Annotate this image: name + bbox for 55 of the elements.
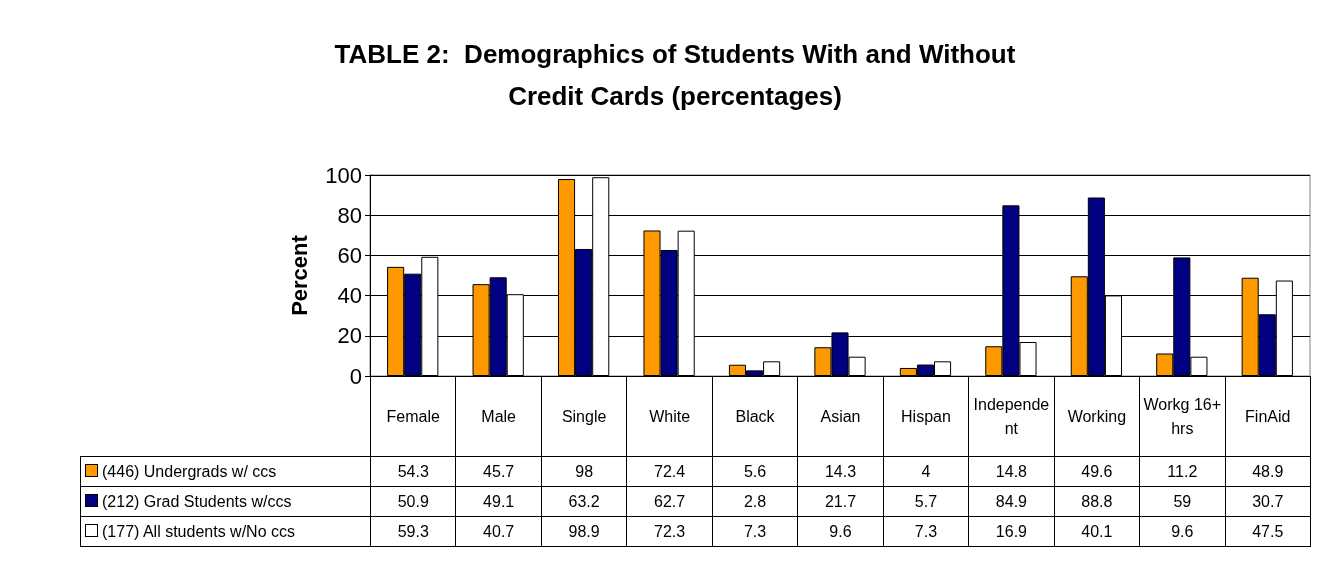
data-label: 9.6 <box>1139 516 1226 547</box>
y-tick-label: 20 <box>337 323 362 349</box>
y-tick-label: 0 <box>349 363 362 389</box>
data-label: 48.9 <box>1225 456 1311 487</box>
x-tick-label: Single <box>541 376 627 457</box>
y-tick-label: 100 <box>325 162 362 188</box>
x-tick-label: Male <box>455 376 542 457</box>
data-label: 59 <box>1139 486 1226 517</box>
data-label: 59.3 <box>370 516 456 547</box>
data-label: 5.7 <box>883 486 969 517</box>
y-tick-label: 80 <box>337 202 362 228</box>
data-label: 72.3 <box>626 516 713 547</box>
y-axis-title: Percent <box>286 234 312 316</box>
data-label: 62.7 <box>626 486 713 517</box>
data-label: 5.6 <box>712 456 798 487</box>
data-label: 9.6 <box>797 516 884 547</box>
x-tick-label: Workg 16+ hrs <box>1139 376 1226 457</box>
data-label: 7.3 <box>883 516 969 547</box>
x-tick-label: Hispan <box>883 376 969 457</box>
data-label: 47.5 <box>1225 516 1311 547</box>
data-label: 54.3 <box>370 456 456 487</box>
data-label: 84.9 <box>968 486 1055 517</box>
data-label: 11.2 <box>1139 456 1226 487</box>
data-label: 7.3 <box>712 516 798 547</box>
data-label: 63.2 <box>541 486 627 517</box>
y-tick-label: 40 <box>337 283 362 309</box>
x-tick-label: White <box>626 376 713 457</box>
data-label: 2.8 <box>712 486 798 517</box>
data-label: 88.8 <box>1054 486 1140 517</box>
data-label: 40.1 <box>1054 516 1140 547</box>
data-label: 40.7 <box>455 516 542 547</box>
legend-label: (177) All students w/No ccs <box>80 516 371 547</box>
data-label: 14.8 <box>968 456 1055 487</box>
data-label: 21.7 <box>797 486 884 517</box>
data-label: 14.3 <box>797 456 884 487</box>
data-label: 72.4 <box>626 456 713 487</box>
x-tick-label: FinAid <box>1225 376 1311 457</box>
x-tick-label: Female <box>370 376 456 457</box>
legend-label: (212) Grad Students w/ccs <box>80 486 371 517</box>
data-label: 98.9 <box>541 516 627 547</box>
data-label: 98 <box>541 456 627 487</box>
x-tick-label: Asian <box>797 376 884 457</box>
x-tick-label: Working <box>1054 376 1140 457</box>
legend-label: (446) Undergrads w/ ccs <box>80 456 371 487</box>
chart-title: TABLE 2: Demographics of Students With and Without Credit Cards (percentages) <box>334 39 1016 111</box>
x-tick-label: Independent <box>968 376 1055 457</box>
data-label: 45.7 <box>455 456 542 487</box>
x-tick-label: Black <box>712 376 798 457</box>
data-label: 49.1 <box>455 486 542 517</box>
y-tick-label: 60 <box>337 242 362 268</box>
data-label: 4 <box>883 456 969 487</box>
data-label: 16.9 <box>968 516 1055 547</box>
data-label: 30.7 <box>1225 486 1311 517</box>
data-label: 49.6 <box>1054 456 1140 487</box>
data-label: 50.9 <box>370 486 456 517</box>
